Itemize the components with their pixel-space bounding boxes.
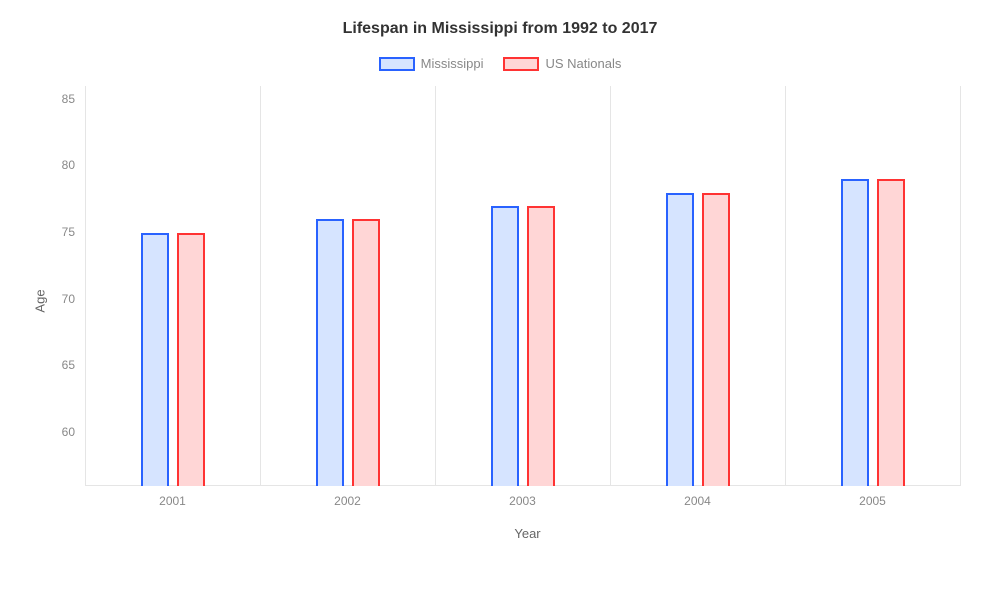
bar-group: 2003 [435, 86, 610, 486]
bar [177, 233, 205, 486]
bar [141, 233, 169, 486]
bar [527, 206, 555, 486]
bar [316, 219, 344, 486]
legend-label: US Nationals [545, 56, 621, 71]
legend: Mississippi US Nationals [30, 56, 970, 71]
x-tick-label: 2001 [159, 494, 186, 508]
x-tick-label: 2003 [509, 494, 536, 508]
chart-container: Lifespan in Mississippi from 1992 to 201… [0, 0, 1000, 600]
plot-area: Age 606570758085 20012002200320042005 [85, 86, 960, 516]
bar [666, 193, 694, 486]
chart-title: Lifespan in Mississippi from 1992 to 201… [30, 20, 970, 38]
y-axis-label: Age [33, 289, 48, 312]
legend-label: Mississippi [421, 56, 484, 71]
legend-swatch [503, 57, 539, 71]
bar-group: 2005 [785, 86, 960, 486]
bar-group: 2002 [260, 86, 435, 486]
x-tick-label: 2004 [684, 494, 711, 508]
bar [702, 193, 730, 486]
legend-swatch [379, 57, 415, 71]
bar-group: 2001 [85, 86, 260, 486]
x-tick-label: 2002 [334, 494, 361, 508]
legend-item: Mississippi [379, 56, 484, 71]
x-tick-label: 2005 [859, 494, 886, 508]
bar-group: 2004 [610, 86, 785, 486]
y-tick-label: 75 [62, 225, 75, 239]
bar-groups: 20012002200320042005 [85, 86, 960, 486]
bar [352, 219, 380, 486]
y-tick-label: 80 [62, 158, 75, 172]
bar [491, 206, 519, 486]
x-axis-label: Year [85, 526, 970, 541]
bar [877, 179, 905, 486]
y-tick-label: 65 [62, 358, 75, 372]
legend-item: US Nationals [503, 56, 621, 71]
y-tick-label: 60 [62, 425, 75, 439]
y-tick-label: 85 [62, 92, 75, 106]
grid-line [960, 86, 961, 486]
y-tick-label: 70 [62, 292, 75, 306]
bar [841, 179, 869, 486]
